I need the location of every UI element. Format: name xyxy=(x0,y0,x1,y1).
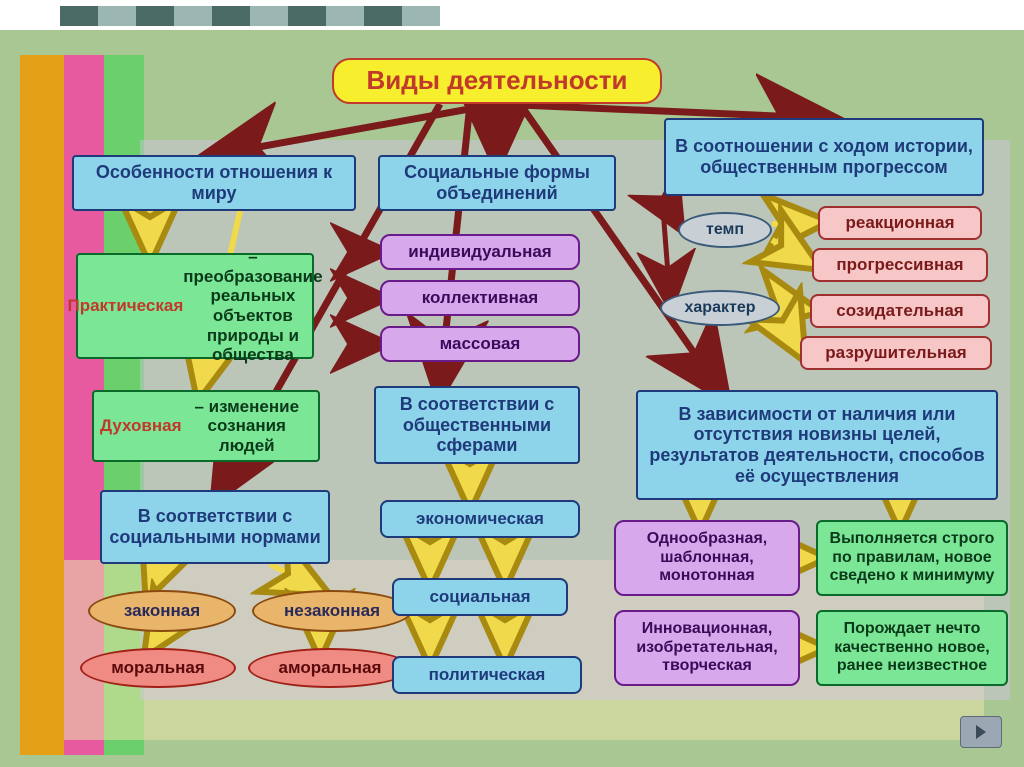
node-prakt: Практическая – преобразование реальных о… xyxy=(76,253,314,359)
ruler-seg xyxy=(288,6,326,26)
node-cat_norm: В соответствии с социальными нормами xyxy=(100,490,330,564)
bg-panel xyxy=(20,55,64,755)
node-title: Виды деятельности xyxy=(332,58,662,104)
ruler-seg xyxy=(212,6,250,26)
node-polit: политическая xyxy=(392,656,582,694)
node-razr: разрушительная xyxy=(800,336,992,370)
node-zak: законная xyxy=(88,590,236,632)
diagram-stage: Виды деятельности Особенности отношения к… xyxy=(0,0,1024,767)
ruler-seg xyxy=(60,6,98,26)
node-nezak: незаконная xyxy=(252,590,412,632)
node-temp: темп xyxy=(678,212,772,248)
node-soz: созидательная xyxy=(810,294,990,328)
node-cat_hist: В соотношении с ходом истории, обществен… xyxy=(664,118,984,196)
ruler-seg xyxy=(98,6,136,26)
node-cat_nov: В зависимости от наличия или отсутствия … xyxy=(636,390,998,500)
node-odno: Однообразная, шаблонная, монотонная xyxy=(614,520,800,596)
nav-forward-button[interactable] xyxy=(960,716,1002,748)
node-reak: реакционная xyxy=(818,206,982,240)
node-prog: прогрессивная xyxy=(812,248,988,282)
node-innov: Инновационная, изобретательная, творческ… xyxy=(614,610,800,686)
chevron-right-icon xyxy=(972,723,990,741)
node-soc: социальная xyxy=(392,578,568,616)
node-mass: массовая xyxy=(380,326,580,362)
node-dukh: Духовная – изменение сознания людей xyxy=(92,390,320,462)
ruler-seg xyxy=(174,6,212,26)
node-koll: коллективная xyxy=(380,280,580,316)
ruler-seg xyxy=(364,6,402,26)
node-cat_rel: Особенности отношения к миру xyxy=(72,155,356,211)
ruler-seg xyxy=(136,6,174,26)
node-cat_soc: Социальные формы объединений xyxy=(378,155,616,211)
node-indiv: индивидуальная xyxy=(380,234,580,270)
node-econ: экономическая xyxy=(380,500,580,538)
node-cat_sphere: В соответствии с общественными сферами xyxy=(374,386,580,464)
node-amoral: аморальная xyxy=(248,648,412,688)
ruler-seg xyxy=(402,6,440,26)
node-porozh: Порождает нечто качественно новое, ранее… xyxy=(816,610,1008,686)
node-vyp: Выполняется строго по правилам, новое св… xyxy=(816,520,1008,596)
node-khar: характер xyxy=(660,290,780,326)
ruler-seg xyxy=(326,6,364,26)
node-moral: моральная xyxy=(80,648,236,688)
ruler-seg xyxy=(250,6,288,26)
